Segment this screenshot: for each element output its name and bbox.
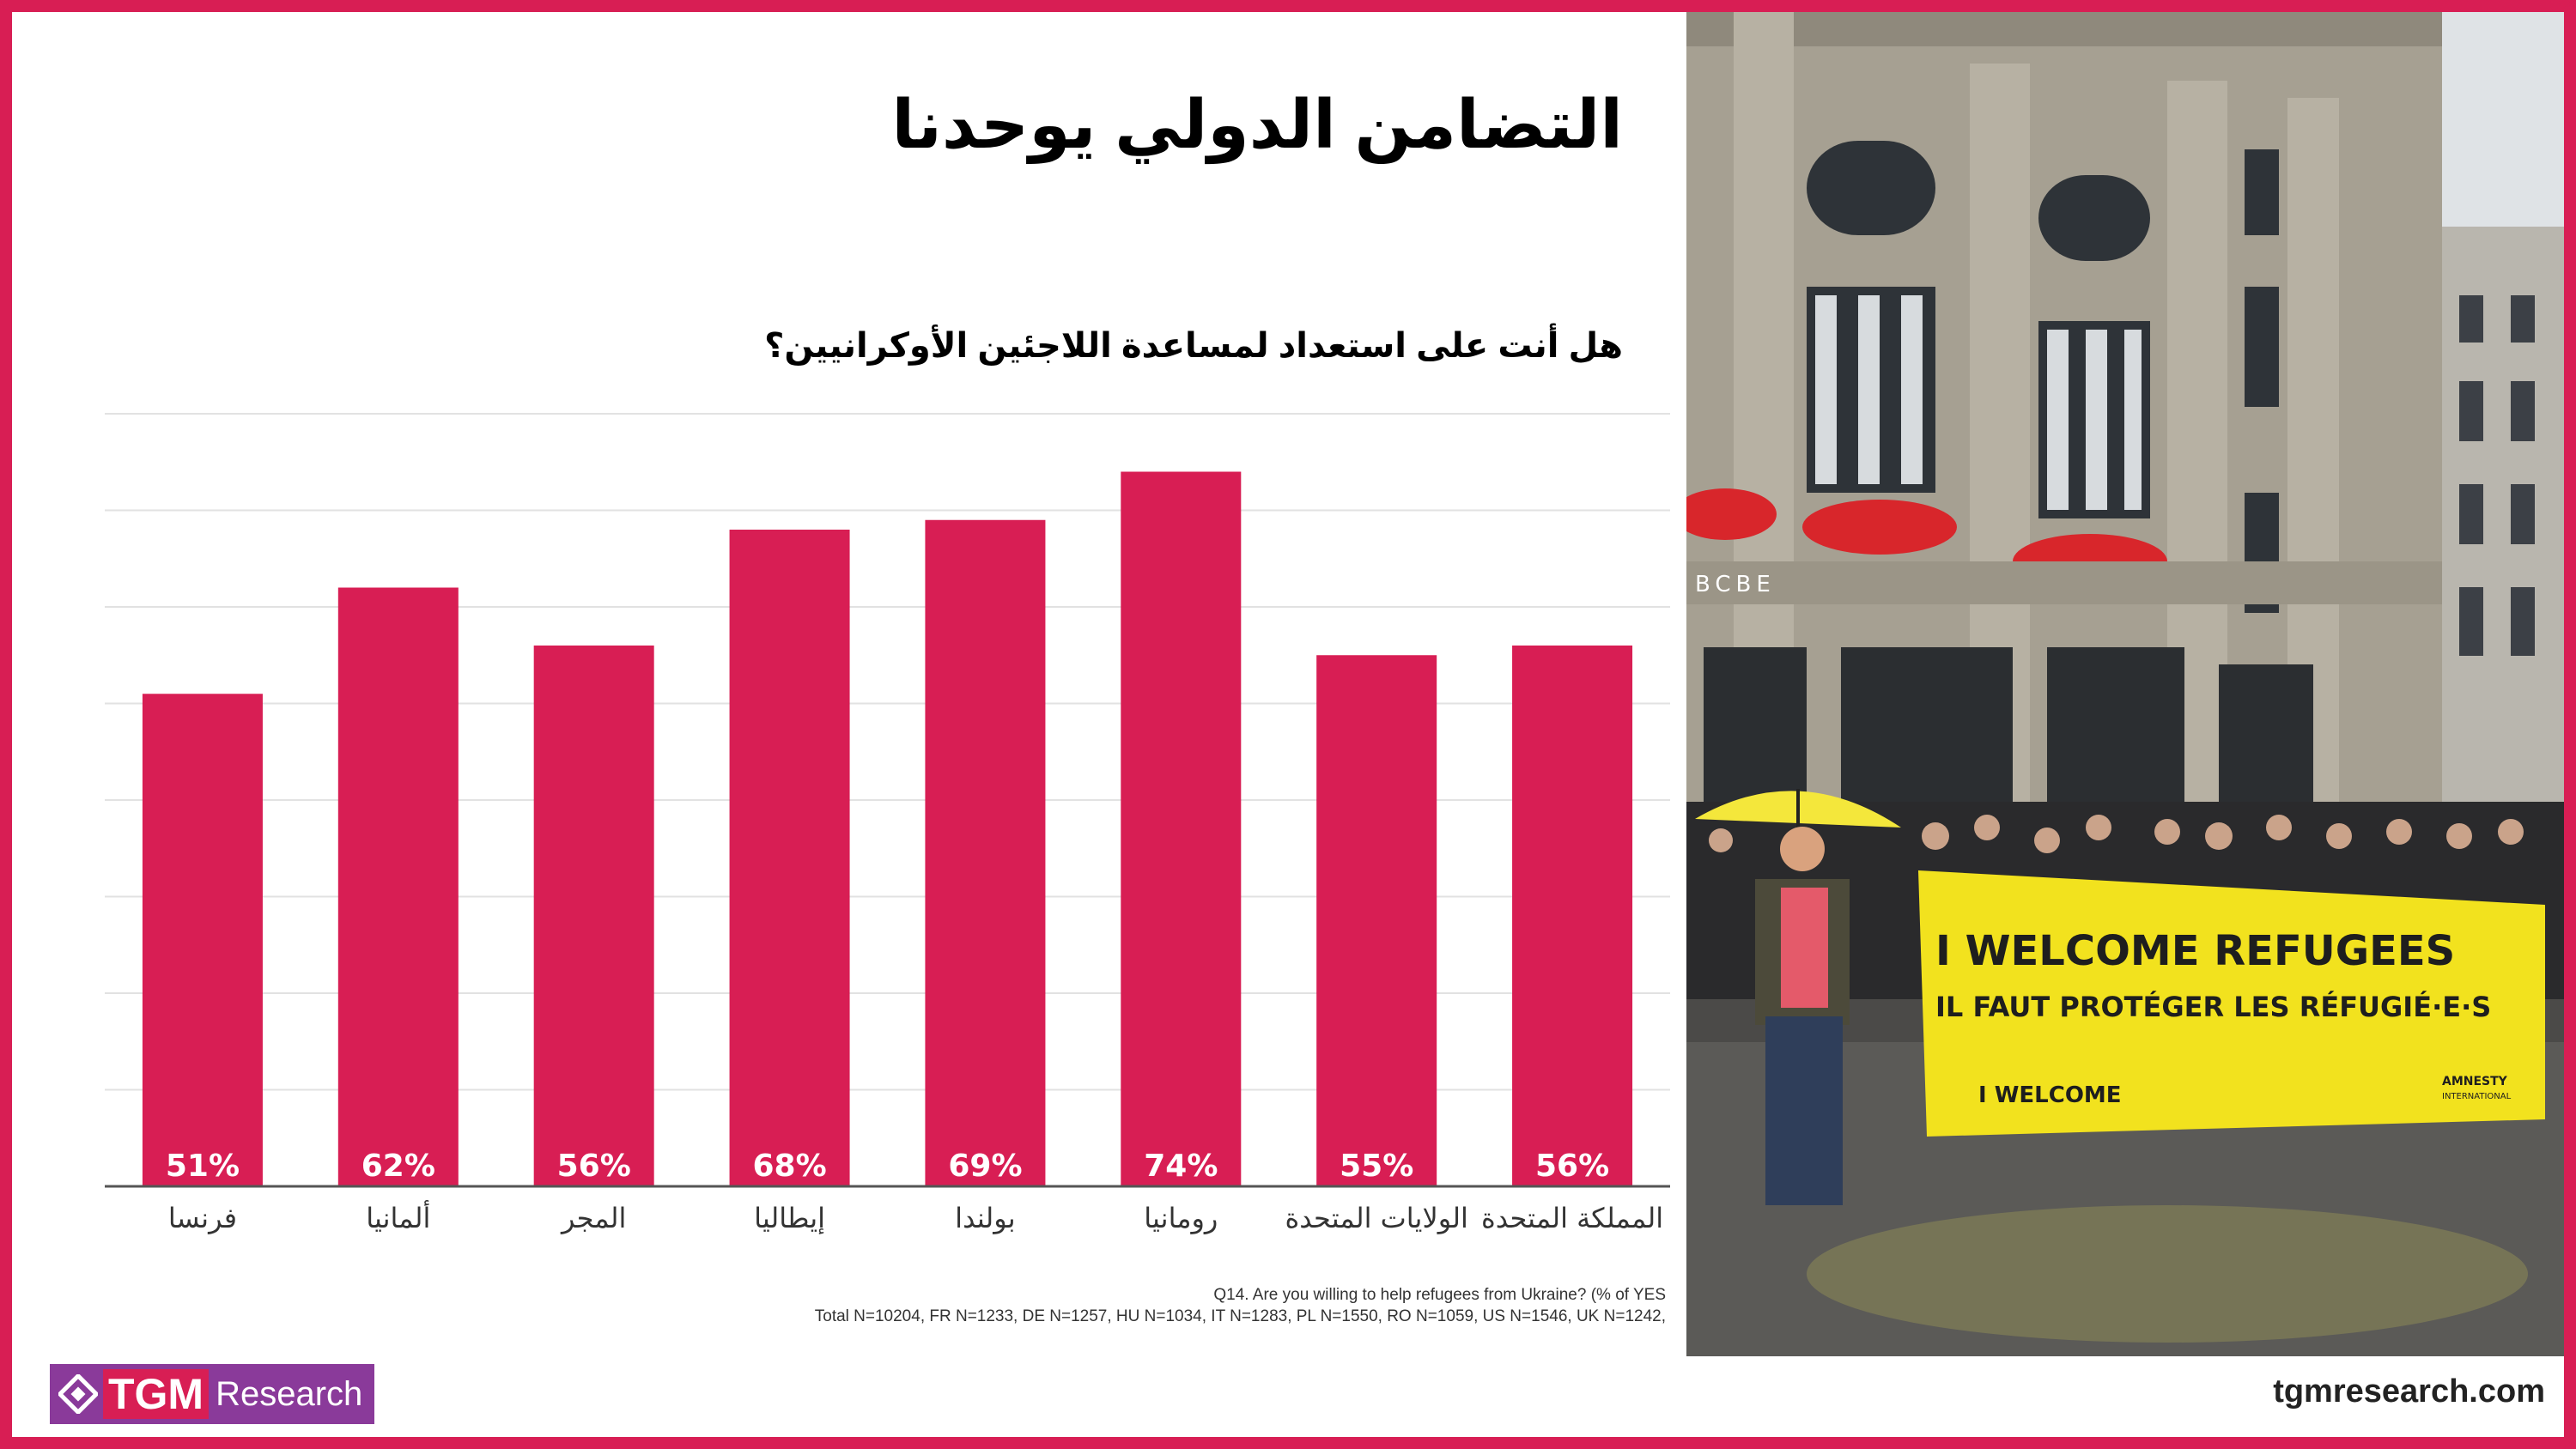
bar xyxy=(1512,646,1633,1186)
slide-title: التضامن الدولي يوحدنا xyxy=(891,87,1623,162)
bar xyxy=(1121,471,1242,1186)
bar-value-label: 68% xyxy=(752,1149,826,1184)
bar-value-label: 56% xyxy=(557,1149,631,1184)
bar-value-label: 55% xyxy=(1340,1149,1413,1184)
bar-chart: 51% فرنسا 62% ألمانيا 56% المجر 68% إيطاليا 69% ب… xyxy=(105,413,1670,1234)
category-label: المجر xyxy=(560,1202,626,1234)
website-url: tgmresearch.com xyxy=(2273,1373,2545,1410)
category-label: بولندا xyxy=(955,1202,1016,1234)
logo-tgm-text: TGM xyxy=(103,1369,210,1419)
banner-text-2: IL FAUT PROTÉGER LES RÉFUGIÉ·E·S xyxy=(1935,991,2491,1023)
bar xyxy=(729,530,850,1186)
protest-photo: BCBE I WELCOME REFUGEES xyxy=(1686,12,2564,1356)
bar xyxy=(1316,655,1437,1186)
banner-brand-1: AMNESTY xyxy=(2442,1075,2508,1088)
banner-text-1: I WELCOME REFUGEES xyxy=(1935,927,2455,975)
logo-research-text: Research xyxy=(216,1374,363,1413)
category-label: فرنسا xyxy=(168,1202,237,1234)
bar-value-label: 62% xyxy=(361,1149,435,1184)
bar xyxy=(337,587,459,1186)
chart-question: هل أنت على استعداد لمساعدة اللاجئين الأو… xyxy=(764,327,1623,365)
bar-value-label: 56% xyxy=(1535,1149,1609,1184)
category-label: إيطاليا xyxy=(754,1202,825,1234)
banner-text-3: I WELCOME xyxy=(1978,1082,2122,1108)
building-sign: BCBE xyxy=(1695,572,1776,597)
bar xyxy=(142,694,263,1186)
bar-value-label: 74% xyxy=(1144,1149,1218,1184)
category-label: ألمانيا xyxy=(366,1200,430,1234)
bar xyxy=(925,519,1046,1186)
category-label: المملكة المتحدة xyxy=(1481,1202,1663,1234)
footnote-sample: Total N=10204, FR N=1233, DE N=1257, HU … xyxy=(814,1307,1666,1325)
diamond-logo-icon xyxy=(57,1373,100,1416)
bar-value-label: 69% xyxy=(948,1149,1022,1184)
tgm-logo: TGM Research xyxy=(50,1364,374,1424)
category-label: الولايات المتحدة xyxy=(1285,1202,1467,1234)
category-label: رومانيا xyxy=(1144,1202,1218,1234)
bar xyxy=(533,646,654,1186)
banner-brand-2: INTERNATIONAL xyxy=(2442,1092,2512,1101)
bar-value-label: 51% xyxy=(166,1149,240,1184)
footnote-question: Q14. Are you willing to help refugees fr… xyxy=(1213,1286,1666,1304)
